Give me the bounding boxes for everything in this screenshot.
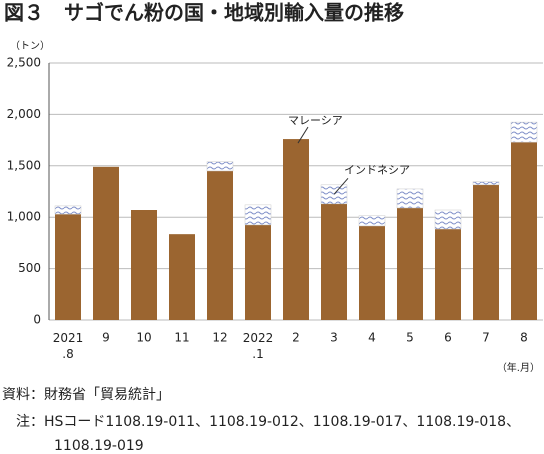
bar-segment xyxy=(511,142,537,320)
y-tick-label: 1,500 xyxy=(7,158,41,172)
bar-segment xyxy=(435,229,461,320)
source-note: 資料：財務省「貿易統計」 xyxy=(2,387,170,403)
bar-segment xyxy=(207,170,233,320)
x-tick-label: 11 xyxy=(174,331,189,345)
x-tick-label: 5 xyxy=(406,331,414,345)
y-tick-label: 0 xyxy=(33,313,41,327)
bar-segment xyxy=(131,210,157,320)
x-tick-label: 7 xyxy=(482,331,490,345)
annotation-leader xyxy=(297,126,309,144)
chart-title: 図３ サゴでん粉の国・地域別輸入量の推移 xyxy=(4,1,404,25)
x-tick-label: 10 xyxy=(136,331,151,345)
bar-segment xyxy=(169,234,195,320)
x-tick-label: 9 xyxy=(102,331,110,345)
y-tick-label: 1,000 xyxy=(7,210,41,224)
series-annotation: マレーシア xyxy=(288,114,343,127)
hatched-bar-segment xyxy=(510,121,538,143)
hatched-bar-segment xyxy=(54,205,82,215)
x-tick-label: 2022.1 xyxy=(243,331,274,361)
bar-segment xyxy=(473,184,499,320)
y-tick-label: 500 xyxy=(18,261,41,275)
hatched-bar-segment xyxy=(206,161,234,172)
bar-segment xyxy=(245,224,271,320)
x-tick-label: 6 xyxy=(444,331,452,345)
x-tick-label: 3 xyxy=(330,331,338,345)
hatched-bar-segment xyxy=(396,188,424,209)
y-tick-label: 2,000 xyxy=(7,107,41,121)
x-unit: （年.月） xyxy=(497,361,540,374)
hatched-bar-segment xyxy=(358,215,386,227)
x-tick-label: 4 xyxy=(368,331,376,345)
bar-segment xyxy=(359,225,385,320)
bar-segment xyxy=(397,207,423,320)
x-tick-label: 12 xyxy=(212,331,227,345)
footnote: 注：HSコード1108.19-011、1108.19-012、1108.19-0… xyxy=(16,414,520,454)
y-unit: （トン） xyxy=(10,40,50,52)
hatched-bar-segment xyxy=(472,181,500,186)
y-tick-label: 2,500 xyxy=(7,56,41,70)
hatched-bar-segment xyxy=(244,204,272,226)
x-tick-label: 2 xyxy=(292,331,300,345)
annotation-leader xyxy=(333,177,349,195)
hatched-bar-segment xyxy=(434,209,462,230)
x-tick-label: 2021.8 xyxy=(53,331,84,361)
bar-segment xyxy=(283,139,309,320)
series-annotation: インドネシア xyxy=(344,163,410,176)
bar-segment xyxy=(321,203,347,320)
bar-segment xyxy=(55,214,81,320)
x-tick-label: 8 xyxy=(520,331,528,345)
bar-segment xyxy=(93,166,119,320)
